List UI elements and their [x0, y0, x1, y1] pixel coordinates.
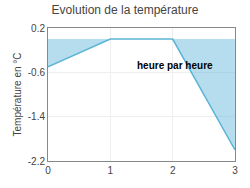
svg-text:heure par heure: heure par heure [137, 60, 213, 71]
svg-text:Evolution de la température: Evolution de la température [52, 3, 199, 17]
svg-text:0.2: 0.2 [31, 23, 45, 34]
svg-text:2: 2 [170, 165, 176, 176]
svg-text:-0.6: -0.6 [28, 67, 46, 78]
svg-text:1: 1 [108, 165, 114, 176]
svg-text:Température en °C: Température en °C [12, 52, 23, 136]
svg-text:0: 0 [45, 165, 51, 176]
svg-text:3: 3 [232, 165, 238, 176]
svg-text:-2.2: -2.2 [28, 156, 46, 167]
svg-text:-1.4: -1.4 [28, 111, 46, 122]
